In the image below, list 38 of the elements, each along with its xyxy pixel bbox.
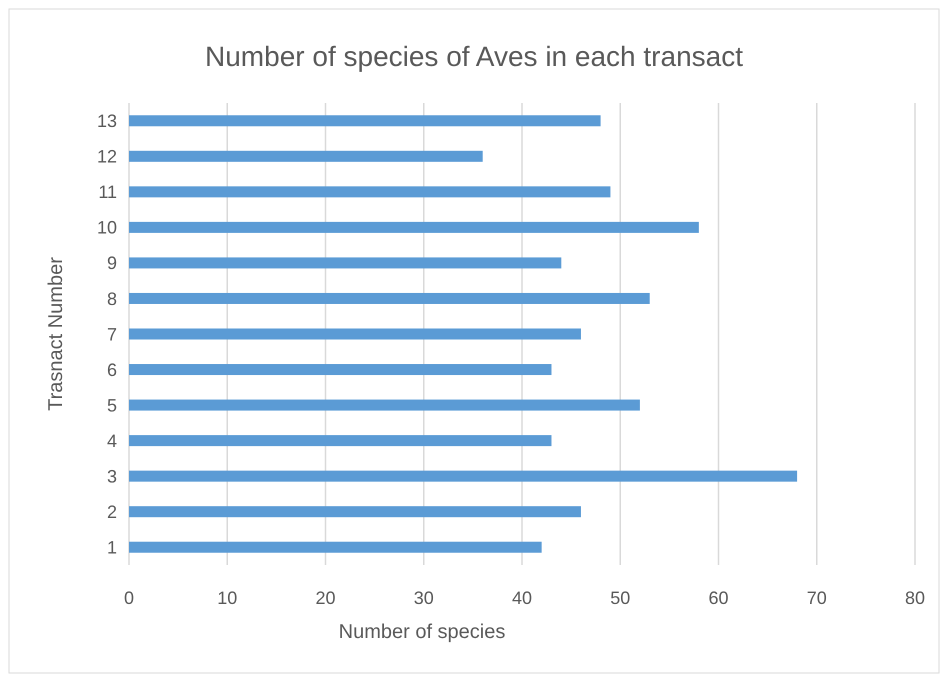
bar xyxy=(129,328,581,340)
x-tick-label: 10 xyxy=(217,588,238,608)
bar xyxy=(129,150,483,162)
x-tick-label: 40 xyxy=(512,588,532,608)
y-tick-label: 7 xyxy=(106,324,117,344)
y-tick-label: 6 xyxy=(106,360,117,380)
y-tick-label: 8 xyxy=(106,288,117,309)
x-tick-label: 50 xyxy=(610,588,630,608)
x-axis-title: Number of species xyxy=(338,621,506,643)
bar xyxy=(129,542,542,553)
x-tick-label: 70 xyxy=(806,588,827,608)
y-tick-label: 5 xyxy=(106,395,117,416)
bar xyxy=(129,400,640,411)
bar xyxy=(129,292,650,304)
y-tick-label: 9 xyxy=(106,253,117,274)
y-tick-label: 1 xyxy=(106,538,117,558)
y-tick-label: 13 xyxy=(96,111,117,132)
chart-title: Number of species of Aves in each transact xyxy=(205,41,744,72)
bar xyxy=(129,470,798,482)
y-tick-label: 4 xyxy=(106,430,117,451)
y-axis-title: Trasnact Number xyxy=(45,256,67,411)
y-tick-label: 10 xyxy=(96,218,117,238)
x-tick-label: 80 xyxy=(904,588,926,608)
bar xyxy=(129,506,581,518)
x-tick-label: 20 xyxy=(315,588,336,608)
bar xyxy=(129,115,601,126)
x-tick-label: 60 xyxy=(708,588,729,608)
x-tick-label: 0 xyxy=(124,588,134,608)
y-tick-label: 11 xyxy=(98,182,117,202)
bar xyxy=(129,222,699,233)
y-tick-label: 12 xyxy=(96,146,117,167)
y-tick-label: 3 xyxy=(106,466,117,486)
bar xyxy=(129,364,552,376)
y-tick-label: 2 xyxy=(106,502,117,522)
bar xyxy=(129,435,552,446)
bar xyxy=(129,186,610,198)
bar xyxy=(129,257,562,268)
x-tick-label: 30 xyxy=(414,588,434,608)
